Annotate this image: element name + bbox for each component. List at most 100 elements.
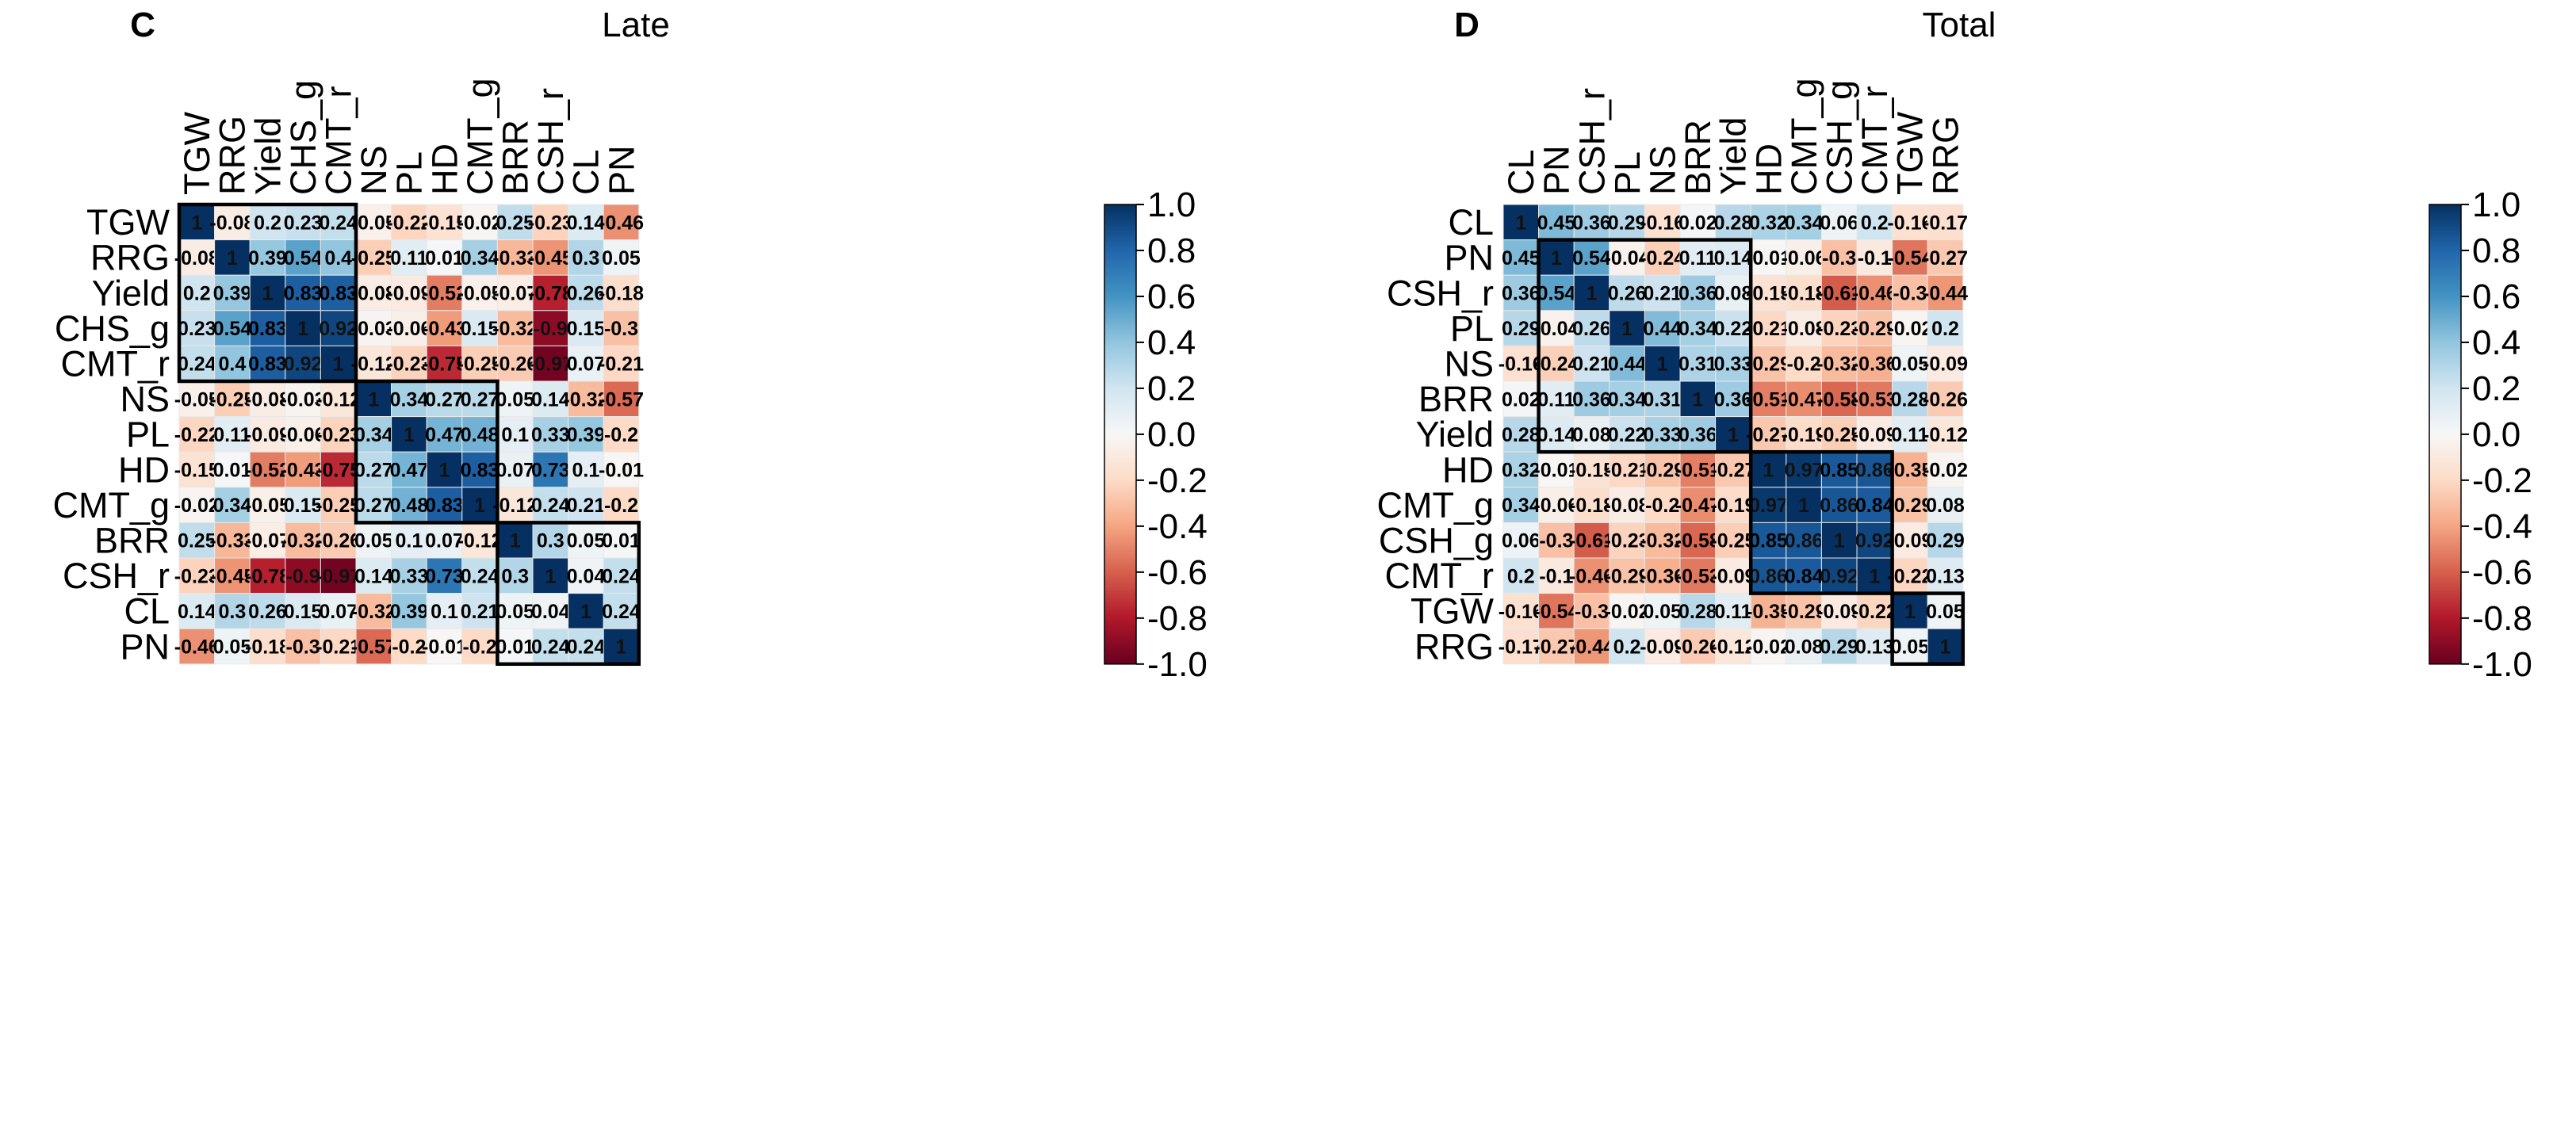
cell-value: 0.14 <box>178 601 216 623</box>
heatmap-cell <box>461 522 498 559</box>
heatmap-cell <box>603 557 640 594</box>
heatmap-cell <box>1715 416 1751 453</box>
cell-value: 0.39 <box>567 424 606 446</box>
colorbar-tick-label: -1.0 <box>2472 645 2532 684</box>
cell-value: 0.07 <box>567 353 606 376</box>
heatmap-cell <box>1820 628 1858 665</box>
column-label: PL <box>1607 151 1648 195</box>
heatmap-cell <box>1679 239 1717 276</box>
colorbar-tick-label: 0.8 <box>2472 231 2520 270</box>
heatmap-cell <box>603 239 640 276</box>
cell-value: 0.92 <box>1820 565 1858 587</box>
cell-value: -0.25 <box>1710 530 1755 552</box>
cell-value: 0.21 <box>461 601 500 623</box>
cell-value: 0.97 <box>1749 495 1788 517</box>
cell-value: -0.01 <box>1533 460 1579 482</box>
cell-value: -0.05 <box>351 212 396 234</box>
cell-value: -0.08 <box>1782 318 1827 340</box>
cell-value: 0.05 <box>1891 636 1930 659</box>
cell-value: 0.28 <box>1891 388 1930 411</box>
heatmap-cell <box>391 310 427 346</box>
row-label: TGW <box>86 202 170 243</box>
heatmap-cell <box>391 522 427 559</box>
heatmap-cell <box>320 239 357 276</box>
cell-value: -0.45 <box>528 247 573 269</box>
cell-value: 0.24 <box>531 636 570 659</box>
heatmap-cell <box>285 345 321 382</box>
cell-value: -0.02 <box>1923 460 1968 482</box>
colorbar-tick-label: 0.6 <box>2472 277 2520 316</box>
heatmap-cell <box>532 274 569 311</box>
heatmap-cell <box>1927 345 1964 382</box>
cell-value: 0.15 <box>567 318 606 340</box>
heatmap-cell <box>1502 451 1540 488</box>
cell-value: 0.27 <box>425 388 464 411</box>
heatmap-cell <box>1927 310 1964 346</box>
cell-value: -0.22 <box>386 212 431 234</box>
heatmap-cell <box>1927 204 1964 241</box>
heatmap-cell <box>320 628 357 665</box>
cell-value: 0.54 <box>1537 283 1576 305</box>
heatmap-cell <box>1820 204 1858 241</box>
cell-value: 0.2 <box>254 212 281 234</box>
cell-value: 0.39 <box>390 601 429 623</box>
cell-value: -0.1 <box>1858 247 1892 269</box>
cell-value: -0.07 <box>492 283 538 305</box>
cell-value: -0.08 <box>1605 495 1650 517</box>
cell-value: 0.54 <box>284 247 323 269</box>
cell-value: 0.48 <box>390 495 429 517</box>
cell-value: -0.12 <box>457 530 503 552</box>
cell-value: 0.24 <box>567 636 606 659</box>
heatmap-cell <box>568 487 604 523</box>
column-label: RRG <box>212 116 253 195</box>
column-label: PL <box>389 151 430 195</box>
panel-letter: D <box>1454 6 1479 44</box>
row-label: CMT_r <box>1385 556 1494 596</box>
cell-value: -0.47 <box>1782 388 1827 411</box>
cell-value: -0.09 <box>1640 636 1685 659</box>
heatmap-cell <box>214 451 251 488</box>
cell-value: 0.15 <box>284 601 323 623</box>
cell-value: -0.2 <box>604 424 638 446</box>
cell-value: 0.22 <box>1714 318 1753 340</box>
row-label: TGW <box>1410 591 1494 632</box>
cell-value: -0.01 <box>422 636 467 659</box>
cell-value: -0.09 <box>1816 601 1862 623</box>
cell-value: 1 <box>333 353 344 376</box>
colorbar-tick-label: -1.0 <box>1147 645 1208 684</box>
cell-value: 0.36 <box>1502 283 1541 305</box>
heatmap-cell <box>1573 628 1610 665</box>
cell-value: -0.05 <box>174 388 220 411</box>
cell-value: -0.51 <box>1675 460 1721 482</box>
row-label: NS <box>1444 343 1494 384</box>
cell-value: 0.92 <box>1855 530 1894 552</box>
row-label: CHS_g <box>55 308 170 349</box>
heatmap-cell <box>249 239 286 276</box>
cell-value: -0.16 <box>1499 353 1544 376</box>
colorbar-tick-label: 0.2 <box>2472 369 2520 408</box>
cell-value: 1 <box>545 565 556 587</box>
heatmap-cell <box>1856 239 1893 276</box>
column-label: CMT_g <box>460 78 500 195</box>
colorbar-tick-label: -0.6 <box>2472 553 2532 592</box>
cell-value: 0.25 <box>496 212 534 234</box>
heatmap-cell <box>1856 380 1893 418</box>
cell-value: -0.47 <box>1675 495 1721 517</box>
cell-value: -0.23 <box>1816 318 1862 340</box>
cell-value: -0.29 <box>1746 353 1791 376</box>
heatmap-cell <box>1892 451 1928 488</box>
row-label: CSH_r <box>1387 273 1494 313</box>
cell-value: -0.25 <box>316 495 361 517</box>
cell-value: 0.34 <box>1678 318 1717 340</box>
heatmap-cell <box>1715 345 1751 382</box>
heatmap-cell <box>1609 557 1645 594</box>
cell-value: 0.06 <box>1502 530 1541 552</box>
cell-value: 0.1 <box>572 460 600 482</box>
cell-value: 0.14 <box>1714 247 1753 269</box>
cell-value: -0.53 <box>1852 388 1897 411</box>
cell-value: -0.01 <box>599 460 644 482</box>
heatmap-cell <box>1644 451 1681 488</box>
column-label: BRR <box>1678 120 1718 195</box>
cell-value: -0.18 <box>1569 495 1614 517</box>
cell-value: -0.29 <box>1640 460 1685 482</box>
